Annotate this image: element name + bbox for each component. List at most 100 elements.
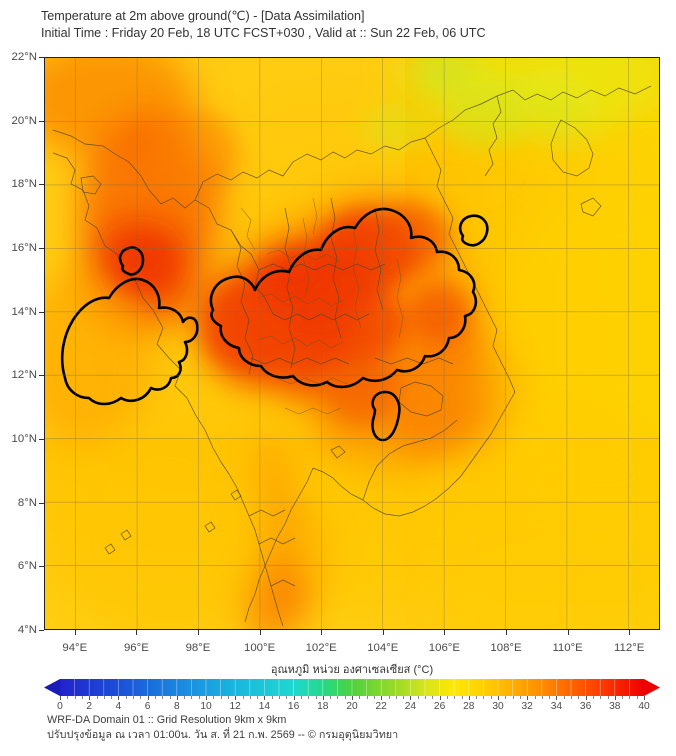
colorbar-major-tick	[60, 696, 61, 700]
colorbar-tick-label: 38	[609, 701, 621, 712]
colorbar-minor-tick	[96, 696, 98, 699]
longitude-tick-label: 98°E	[185, 642, 211, 654]
contour-central-isan	[209, 207, 478, 389]
latitude-tick-label: 6°N	[17, 560, 37, 573]
colorbar-minor-tick	[549, 696, 551, 699]
colorbar-gradient[interactable]	[44, 679, 660, 696]
longitude-tick-label: 112°E	[614, 642, 645, 654]
longitude-tick	[629, 630, 631, 635]
colorbar-minor-tick	[103, 696, 105, 699]
colorbar-minor-tick	[81, 696, 83, 699]
colorbar-minor-tick	[359, 696, 361, 699]
colorbar-minor-tick	[286, 696, 288, 699]
colorbar-minor-tick	[571, 696, 572, 699]
longitude-tick-label: 108°E	[490, 642, 522, 654]
latitude-tick	[39, 439, 44, 440]
colorbar-tick-label: 24	[404, 701, 417, 712]
colorbar-minor-tick	[213, 696, 215, 699]
colorbar-minor-tick	[220, 696, 222, 699]
colorbar-minor-tick	[395, 696, 397, 699]
colorbar-tick-label: 26	[433, 701, 446, 712]
colorbar-minor-tick	[417, 696, 419, 699]
colorbar-major-tick	[614, 696, 616, 700]
longitude-tick	[198, 630, 199, 635]
colorbar-minor-tick	[133, 696, 134, 699]
latitude-tick	[39, 184, 44, 186]
longitude-tick-label: 104°E	[367, 642, 399, 654]
longitude-tick	[136, 630, 138, 635]
colorbar-minor-tick	[432, 696, 434, 699]
colorbar-minor-tick	[534, 696, 536, 699]
colorbar-minor-tick	[74, 696, 76, 699]
colorbar-tick-label: 16	[287, 701, 300, 712]
colorbar-minor-tick	[607, 696, 609, 699]
colorbar-major-tick	[527, 696, 529, 700]
temperature-field-detail	[107, 88, 530, 426]
map-borders-layer	[52, 85, 652, 627]
colorbar-minor-tick	[271, 696, 273, 699]
map-gridlines	[45, 58, 659, 629]
map-plot-area[interactable]: 4°N 6°N 8°N 10°N 12°N 14°N 16°N 18°N 20°N 22°N 94…	[12, 51, 660, 654]
colorbar-ticks: 0 2 4 6 8 10 12 14 16 18 20 22 24 26 28 30 32 34 36 38 40	[44, 696, 660, 712]
longitude-tick	[259, 630, 261, 635]
latitude-tick-label: 14°N	[11, 305, 37, 318]
province-borders-layer	[240, 197, 404, 415]
colorbar-minor-tick	[242, 696, 244, 699]
colorbar-major-tick	[264, 696, 266, 700]
longitude-tick	[382, 630, 384, 635]
colorbar-low-arrow	[44, 679, 60, 696]
colorbar-tick-label: 4	[115, 701, 122, 712]
contour-east	[458, 214, 489, 247]
colorbar-tick-label: 40	[638, 701, 650, 712]
latitude-tick	[39, 248, 44, 249]
longitude-tick	[506, 630, 507, 635]
colorbar-minor-tick	[425, 696, 426, 699]
colorbar-minor-tick	[483, 696, 485, 699]
colorbar-minor-tick	[111, 696, 113, 699]
colorbar-major-tick	[352, 696, 353, 700]
colorbar-minor-tick	[454, 696, 456, 699]
colorbar-title: อุณหภูมิ หน่วย องศาเซลเซียส (°C)	[270, 664, 434, 676]
colorbar-major-tick	[293, 696, 295, 700]
colorbar-major-tick	[468, 696, 470, 700]
colorbar-minor-tick	[600, 696, 602, 699]
colorbar-minor-tick	[592, 696, 594, 699]
colorbar-major-tick	[556, 696, 558, 700]
colorbar-minor-tick	[330, 696, 332, 699]
figure-footer: WRF-DA Domain 01 :: Grid Resolution 9km …	[47, 713, 647, 743]
colorbar-tick-label: 6	[144, 701, 151, 712]
contour-myanmar	[118, 246, 145, 276]
latitude-tick-label: 18°N	[11, 178, 37, 191]
colorbar-tick-label: 28	[463, 701, 475, 712]
colorbar-tick-label: 2	[86, 701, 93, 712]
colorbar-minor-tick	[446, 696, 448, 699]
colorbar-minor-tick	[636, 696, 638, 699]
colorbar-tick-label: 32	[521, 701, 533, 712]
latitude-tick	[39, 566, 44, 568]
figure-title-line1: Temperature at 2m above ground(℃) - [Dat…	[41, 9, 365, 23]
latitude-tick-label: 20°N	[11, 114, 37, 127]
colorbar-tick-label: 30	[492, 701, 504, 712]
temperature-heatmap[interactable]	[44, 57, 660, 630]
colorbar-major-tick	[585, 696, 587, 700]
colorbar-minor-tick	[184, 696, 186, 699]
colorbar-tick-label: 34	[550, 701, 563, 712]
colorbar-minor-tick	[563, 696, 565, 699]
colorbar-major-tick	[381, 696, 383, 700]
colorbar-minor-tick	[366, 696, 368, 699]
latitude-tick	[39, 375, 44, 377]
colorbar-tick-label: 18	[317, 701, 329, 712]
colorbar-minor-tick	[578, 696, 580, 699]
latitude-tick	[39, 120, 44, 122]
latitude-tick	[39, 311, 44, 313]
longitude-tick	[567, 630, 569, 635]
colorbar-minor-tick	[388, 696, 390, 699]
colorbar-minor-tick	[622, 696, 624, 699]
colorbar-tick-label: 14	[258, 701, 271, 712]
longitude-tick-label: 110°E	[552, 642, 583, 654]
colorbar-minor-tick	[476, 696, 478, 699]
colorbar-major-tick	[322, 696, 324, 700]
latitude-tick-label: 4°N	[17, 624, 37, 636]
colorbar-minor-tick	[519, 696, 521, 699]
colorbar-legend[interactable]: อุณหภูมิ หน่วย องศาเซลเซียส (°C) 0 2 4 6 8 10…	[44, 660, 660, 712]
